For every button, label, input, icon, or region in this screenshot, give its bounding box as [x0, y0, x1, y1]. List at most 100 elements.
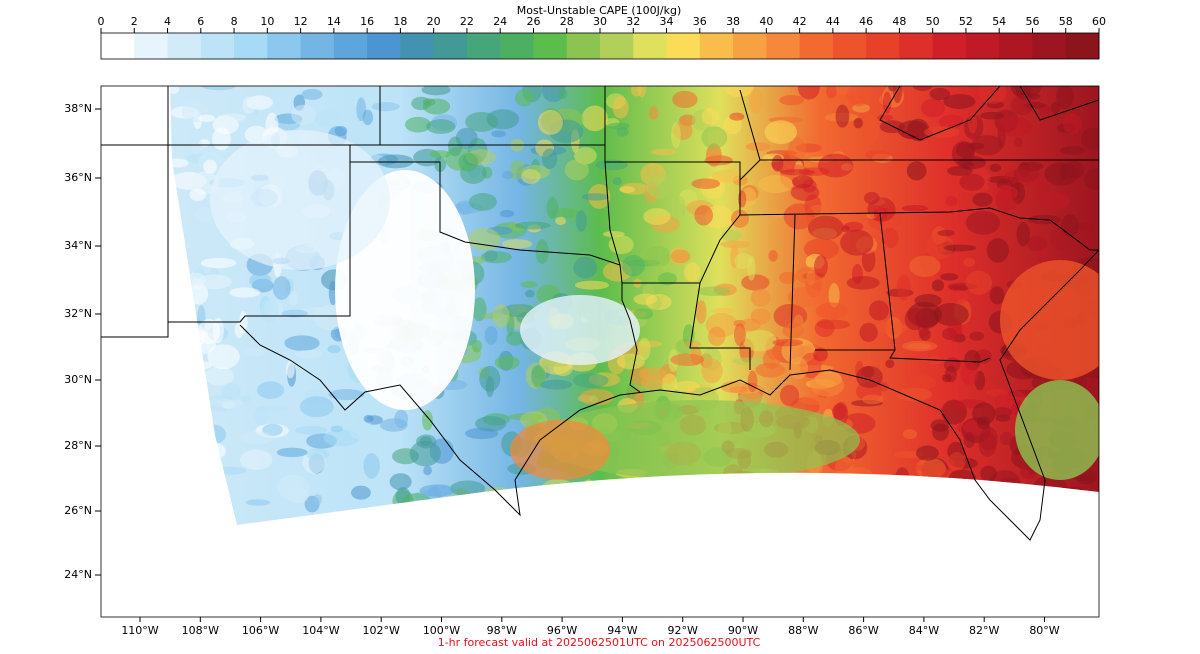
field-blob	[672, 195, 686, 220]
field-blob	[693, 387, 714, 394]
lat-label: 32°N	[64, 307, 92, 320]
field-blob	[650, 148, 677, 156]
field-blob	[762, 475, 780, 484]
field-blob	[574, 280, 610, 290]
field-blob	[791, 175, 814, 189]
lon-label: 86°W	[848, 624, 878, 637]
field-blob	[170, 330, 188, 352]
field-blob	[575, 210, 587, 232]
field-blob	[670, 353, 705, 367]
field-blob	[742, 329, 777, 352]
field-blob	[540, 478, 576, 503]
field-blob	[701, 126, 728, 149]
field-blob	[908, 375, 936, 391]
field-blob	[362, 109, 373, 126]
field-blob	[771, 155, 784, 172]
field-blob	[695, 300, 707, 324]
field-blob	[170, 86, 180, 94]
field-blob	[701, 107, 719, 125]
field-blob	[710, 307, 735, 314]
colorbar-cell	[666, 33, 701, 59]
field-blob	[255, 405, 291, 412]
field-blob	[584, 479, 594, 489]
field-blob	[993, 407, 1013, 418]
colorbar-cell	[533, 33, 568, 59]
field-blob	[877, 114, 894, 121]
field-blob	[641, 376, 664, 390]
lon-label: 88°W	[788, 624, 818, 637]
lat-label: 28°N	[64, 439, 92, 452]
field-blob	[350, 485, 371, 500]
field-blob	[980, 465, 997, 482]
field-blob	[868, 300, 889, 321]
lon-label: 102°W	[363, 624, 400, 637]
field-blob	[901, 205, 929, 212]
field-blob	[657, 272, 677, 286]
colorbar-cell	[566, 33, 601, 59]
field-blob	[588, 395, 599, 403]
field-blob	[721, 229, 742, 242]
field-blob	[272, 276, 291, 300]
lon-label: 96°W	[547, 624, 577, 637]
colorbar-cell	[866, 33, 900, 59]
lat-label: 24°N	[64, 568, 92, 581]
field-blob	[965, 210, 1001, 235]
field-blob	[915, 445, 939, 461]
field-blob	[815, 302, 848, 320]
field-blob	[945, 365, 957, 383]
field-blob	[969, 331, 985, 341]
field-blob	[1010, 95, 1034, 116]
field-blob	[363, 414, 374, 423]
colorbar-cell	[932, 33, 967, 59]
footer: 1-hr forecast valid at 2025062501UTC on …	[438, 636, 761, 649]
field-blob	[995, 188, 1018, 212]
lon-label: 110°W	[121, 624, 158, 637]
field-blob	[949, 290, 969, 305]
field-blob	[573, 256, 598, 279]
field-blob	[896, 387, 932, 402]
field-blob	[948, 452, 966, 472]
field-blob	[912, 464, 927, 471]
colorbar: 0 2 4 6 8 10 12 14 16 18 20 22 24 26 28 30 32 34 36 38 40 42 4…	[98, 15, 1106, 60]
lon-label: 100°W	[423, 624, 460, 637]
field-blob	[239, 395, 252, 403]
colorbar-tick-label: 18	[393, 15, 407, 28]
field-blob	[633, 293, 658, 305]
colorbar-tick-label: 30	[593, 15, 607, 28]
field-blob	[978, 86, 1007, 104]
field-blob	[885, 359, 895, 369]
colorbar-tick-label: 58	[1059, 15, 1073, 28]
field-blob	[648, 105, 659, 120]
field-blob	[896, 274, 911, 301]
colorbar-tick-label: 32	[626, 15, 640, 28]
lat-label: 30°N	[64, 373, 92, 386]
field-blob	[1014, 137, 1023, 148]
field-blob	[748, 88, 763, 114]
lon-label: 84°W	[909, 624, 939, 637]
field-blob	[670, 249, 691, 264]
field-blob	[294, 425, 328, 435]
field-blob	[514, 89, 533, 107]
lat-label: 36°N	[64, 171, 92, 184]
field-blob	[448, 136, 463, 157]
field-blob	[520, 281, 538, 288]
field-blob	[404, 116, 432, 133]
field-blob	[170, 393, 192, 400]
field-blob	[814, 319, 835, 338]
field-blob	[465, 111, 499, 132]
field-blob	[502, 170, 514, 180]
field-blob	[637, 337, 651, 361]
colorbar-tick-label: 24	[493, 15, 507, 28]
field-blob	[835, 456, 854, 477]
field-blob	[638, 367, 668, 381]
field-blob	[277, 474, 310, 501]
field-blob	[170, 336, 195, 358]
field-blob	[956, 495, 986, 511]
field-blob	[203, 159, 217, 174]
field-blob	[203, 366, 235, 386]
field-blob	[885, 474, 903, 488]
field-blob	[328, 389, 365, 401]
field-blob	[619, 186, 636, 194]
field-blob	[768, 250, 778, 262]
